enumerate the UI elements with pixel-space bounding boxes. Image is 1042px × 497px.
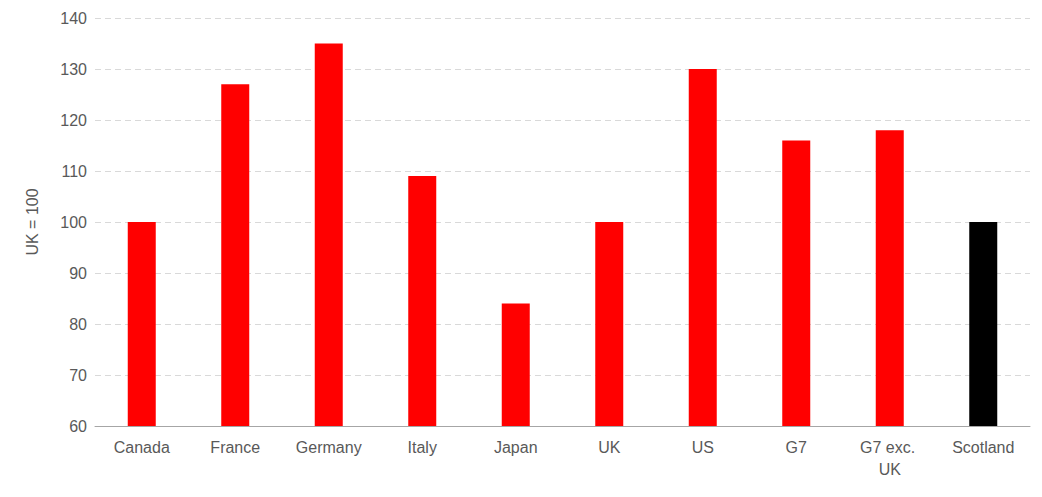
svg-text:US: US <box>692 439 714 456</box>
svg-text:100: 100 <box>60 214 87 231</box>
svg-text:110: 110 <box>61 163 87 180</box>
svg-text:France: France <box>210 439 260 456</box>
svg-text:80: 80 <box>69 316 87 333</box>
svg-text:UK: UK <box>598 439 621 456</box>
svg-text:120: 120 <box>60 112 87 129</box>
svg-text:60: 60 <box>69 418 87 435</box>
svg-text:Italy: Italy <box>408 439 437 456</box>
svg-text:Scotland: Scotland <box>952 439 1014 456</box>
svg-text:G7: G7 <box>786 439 807 456</box>
svg-text:G7 exc.: G7 exc. <box>860 439 920 456</box>
svg-text:Germany: Germany <box>296 439 362 456</box>
svg-text:70: 70 <box>69 367 87 384</box>
svg-text:UK: UK <box>879 461 902 478</box>
svg-text:130: 130 <box>60 61 87 78</box>
svg-text:Japan: Japan <box>494 439 538 456</box>
svg-text:Canada: Canada <box>114 439 170 456</box>
svg-text:90: 90 <box>69 265 87 282</box>
svg-text:140: 140 <box>60 10 87 27</box>
svg-text:UK = 100: UK = 100 <box>24 188 41 255</box>
